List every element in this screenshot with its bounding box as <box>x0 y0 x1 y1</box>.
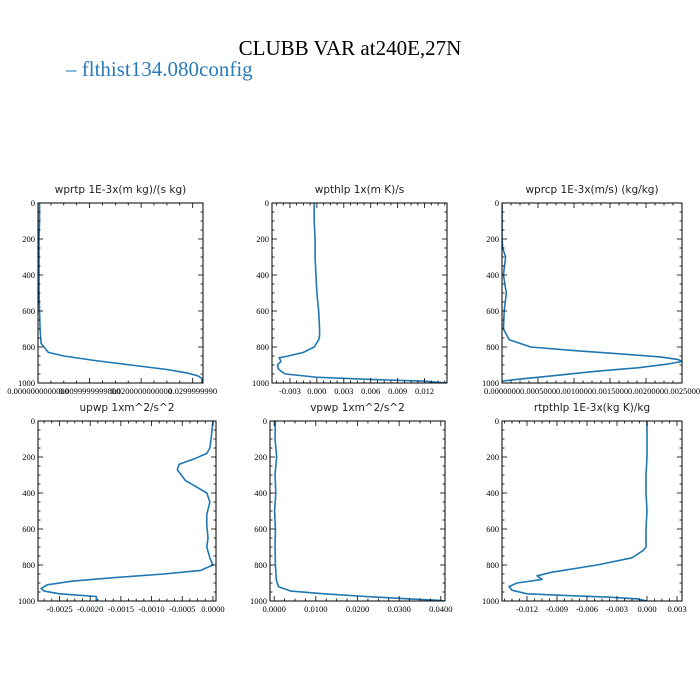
y-tick-label: 0 <box>265 198 269 208</box>
chart-panel-3: wprcp 1E-3x(m/s) (kg/kg) 0 200 400 600 800 100… <box>482 184 700 396</box>
data-line <box>502 203 682 383</box>
plot-frame <box>269 420 446 602</box>
data-line <box>276 203 447 383</box>
x-tick-label: 0.0000000 <box>484 386 520 396</box>
panel-title: wprcp 1E-3x(m/s) (kg/kg) <box>525 184 658 196</box>
y-tick-label: 200 <box>486 234 499 244</box>
legend-label: flthist134.080config <box>81 57 253 81</box>
x-tick-label: 0.0020000 <box>628 386 664 396</box>
y-tick-label: 400 <box>22 270 35 280</box>
y-tick-label: 800 <box>22 342 35 352</box>
x-tick-label: -0.0025 <box>46 604 72 614</box>
y-tick-label: 800 <box>256 342 269 352</box>
y-tick-label: 600 <box>254 524 267 534</box>
figure-title: CLUBB VAR at240E,27N <box>238 36 462 60</box>
y-tick-label: 200 <box>486 452 499 462</box>
x-tick-label: 0.0000000000000 <box>7 386 69 396</box>
x-tick-label: 0.003 <box>667 604 686 614</box>
x-tick-label: -0.0020 <box>77 604 103 614</box>
panel-title: rtpthlp 1E-3x(kg K)/kg <box>534 402 650 414</box>
x-tick-label: 0.0200 <box>346 604 369 614</box>
x-tick-label: -0.0010 <box>138 604 164 614</box>
x-tick-label: 0.0015000 <box>592 386 628 396</box>
y-tick-label: 400 <box>486 488 499 498</box>
x-tick-label: 0.0000 <box>262 604 285 614</box>
x-tick-label: 0.012 <box>415 386 434 396</box>
x-tick-label: 0.0000 <box>201 604 224 614</box>
y-tick-label: 600 <box>22 306 35 316</box>
y-tick-label: 800 <box>486 342 499 352</box>
legend-line-icon: – <box>66 57 82 81</box>
y-tick-label: 600 <box>486 524 499 534</box>
y-tick-label: 0 <box>495 198 499 208</box>
x-tick-label: 0.0099999999800 <box>59 386 121 396</box>
y-tick-label: 200 <box>256 234 269 244</box>
y-tick-label: 400 <box>256 270 269 280</box>
y-tick-label: 1000 <box>250 596 267 606</box>
y-tick-label: 800 <box>254 560 267 570</box>
x-tick-label: 0.0299999990 <box>168 386 217 396</box>
plot-frame <box>501 420 683 602</box>
y-tick-label: 800 <box>22 560 35 570</box>
y-tick-label: 1000 <box>252 378 269 388</box>
data-line <box>40 421 214 601</box>
plot-frame <box>271 202 448 384</box>
chart-panel-4: upwp 1xm^2/s^2 0 200 400 600 800 1000 -0.0025 -0… <box>18 402 225 614</box>
panel-title: wpthlp 1x(m K)/s <box>315 184 405 196</box>
y-tick-label: 600 <box>256 306 269 316</box>
y-tick-label: 400 <box>254 488 267 498</box>
x-tick-label: -0.0005 <box>169 604 195 614</box>
x-tick-label: -0.009 <box>546 604 568 614</box>
data-line <box>273 421 445 601</box>
plot-frame <box>37 420 217 602</box>
y-tick-label: 400 <box>22 488 35 498</box>
x-tick-label: 0.000 <box>307 386 326 396</box>
chart-panel-5: vpwp 1xm^2/s^2 0 200 400 600 800 10000.0000 0.0… <box>250 402 453 614</box>
x-tick-label: 0.0400 <box>429 604 452 614</box>
x-tick-label: -0.0015 <box>108 604 134 614</box>
data-line <box>38 203 203 383</box>
y-tick-label: 800 <box>486 560 499 570</box>
x-tick-label: 0.0010000 <box>556 386 592 396</box>
chart-panel-1: wprtp 1E-3x(m kg)/(s kg) 0 200 400 600 800 100… <box>7 184 217 396</box>
y-tick-label: 1000 <box>18 378 35 388</box>
y-tick-label: 0 <box>263 416 267 426</box>
panel-title: wprtp 1E-3x(m kg)/(s kg) <box>55 184 186 196</box>
chart-panel-2: wpthlp 1x(m K)/s 0 200 400 600 800 1000 -0.003 0… <box>252 184 448 396</box>
x-tick-label: 0.0300 <box>387 604 410 614</box>
y-tick-label: 1000 <box>482 596 499 606</box>
x-tick-label: 0.0025000 <box>664 386 700 396</box>
y-tick-label: 0 <box>31 198 35 208</box>
y-tick-label: 600 <box>486 306 499 316</box>
x-tick-label: 0.000 <box>637 604 656 614</box>
x-tick-label: -0.012 <box>516 604 538 614</box>
y-tick-label: 1000 <box>482 378 499 388</box>
y-tick-label: 0 <box>31 416 35 426</box>
panel-title: upwp 1xm^2/s^2 <box>80 402 175 414</box>
chart-panel-6: rtpthlp 1E-3x(kg K)/kg 0 200 400 600 800 1000 -… <box>482 402 687 614</box>
panel-title: vpwp 1xm^2/s^2 <box>310 402 405 414</box>
legend-entry: – flthist134.080config <box>66 57 253 82</box>
y-tick-label: 400 <box>486 270 499 280</box>
y-tick-label: 600 <box>22 524 35 534</box>
x-tick-label: 0.006 <box>361 386 380 396</box>
y-tick-label: 1000 <box>18 596 35 606</box>
y-tick-label: 0 <box>495 416 499 426</box>
x-tick-label: 0.0005000 <box>520 386 556 396</box>
y-tick-label: 200 <box>22 234 35 244</box>
y-tick-label: 200 <box>254 452 267 462</box>
x-tick-label: 0.003 <box>334 386 353 396</box>
y-tick-label: 200 <box>22 452 35 462</box>
x-tick-label: -0.003 <box>279 386 301 396</box>
x-tick-label: 0.0200000000000 <box>110 386 172 396</box>
x-tick-label: -0.003 <box>606 604 628 614</box>
x-tick-label: 0.009 <box>388 386 407 396</box>
data-line <box>508 421 648 601</box>
x-tick-label: -0.006 <box>576 604 598 614</box>
x-tick-label: 0.0100 <box>304 604 327 614</box>
